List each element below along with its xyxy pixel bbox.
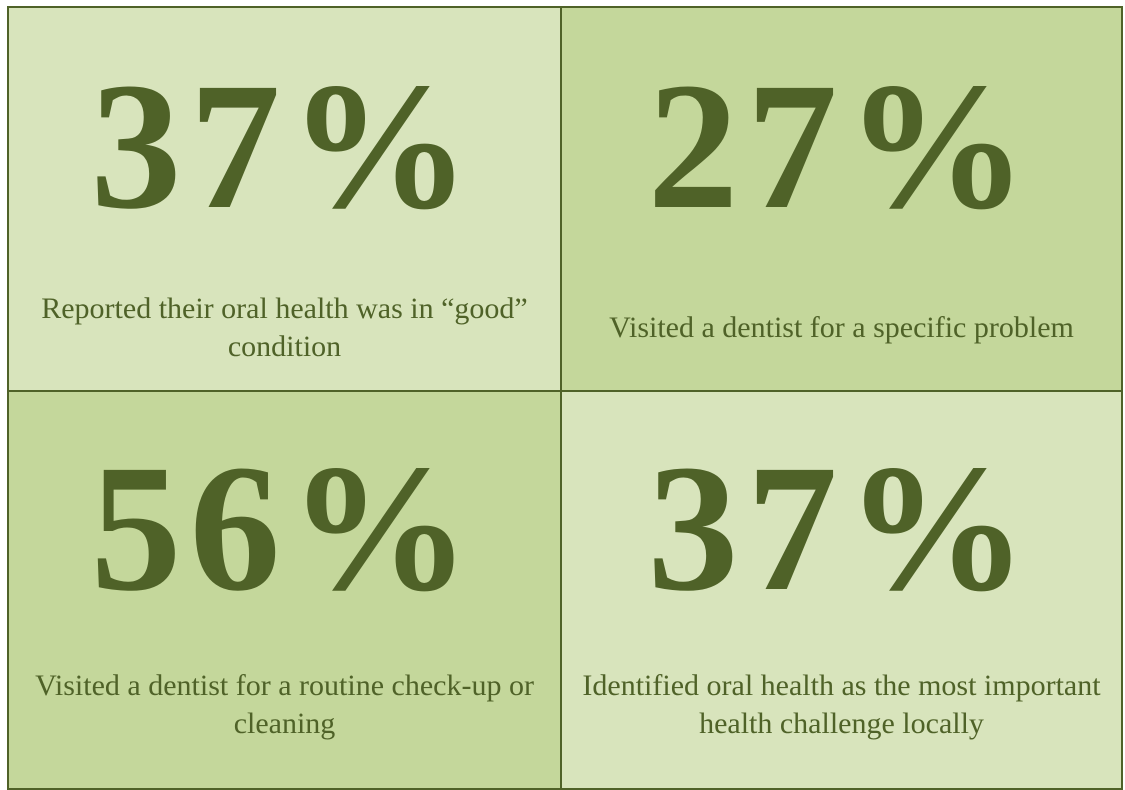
stat-label: Identified oral health as the most impor… [582, 669, 1101, 740]
infographic: 37% Reported their oral health was in “g… [7, 6, 1123, 790]
stat-value: 27% [647, 46, 1036, 247]
stat-label: Visited a dentist for a specific problem [609, 311, 1074, 344]
stat-tile: 27% Visited a dentist for a specific pro… [560, 6, 1123, 392]
stat-tile: 37% Reported their oral health was in “g… [7, 6, 562, 392]
stat-label: Reported their oral health was in “good”… [41, 292, 528, 363]
stat-label: Visited a dentist for a routine check-up… [35, 669, 534, 740]
stat-tile: 37% Identified oral health as the most i… [560, 390, 1123, 790]
stat-tile: 56% Visited a dentist for a routine chec… [7, 390, 562, 790]
stat-value: 37% [90, 46, 479, 247]
stat-value: 56% [90, 428, 479, 629]
stat-value: 37% [647, 428, 1036, 629]
